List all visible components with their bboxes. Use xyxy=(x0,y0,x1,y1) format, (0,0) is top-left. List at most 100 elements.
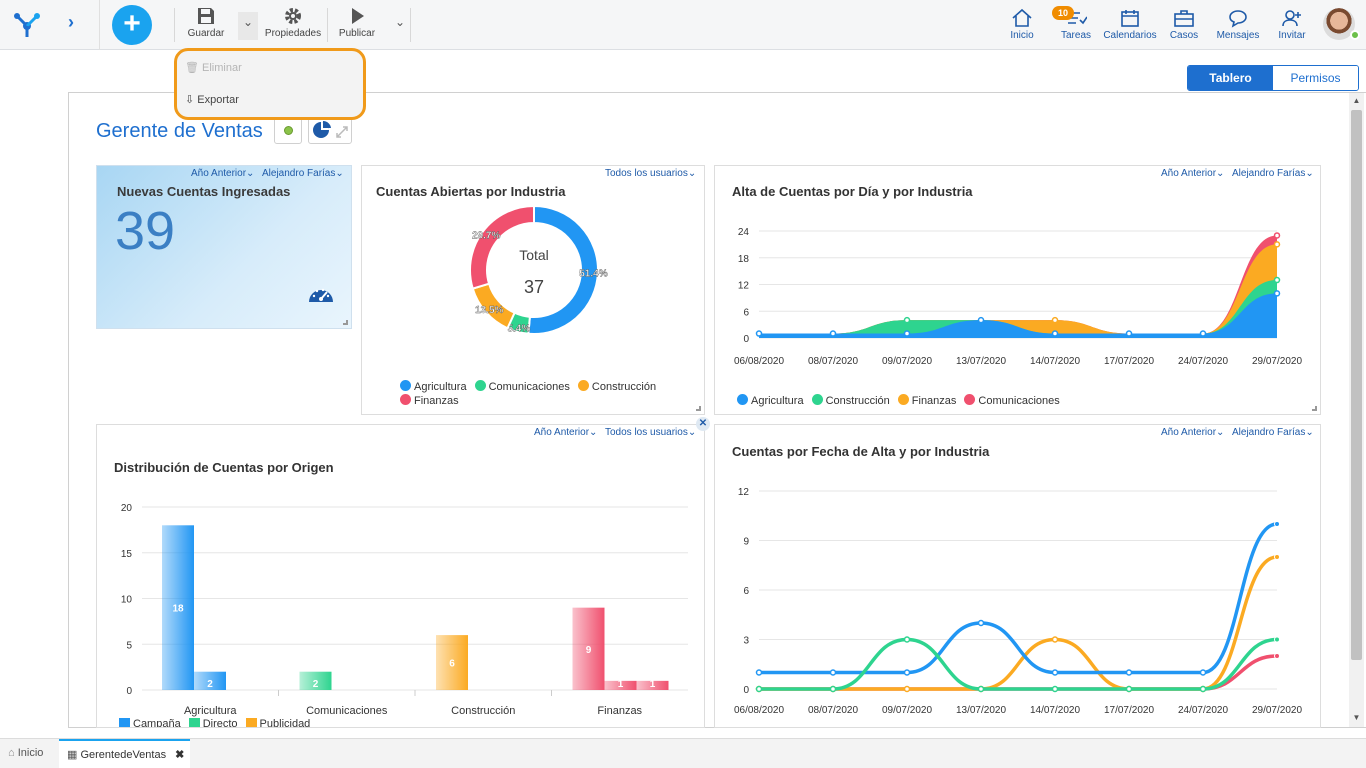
resize-handle[interactable] xyxy=(1312,406,1317,411)
nav-tareas-label: Tareas xyxy=(1060,30,1091,41)
area-point xyxy=(1273,241,1281,248)
legend-item[interactable]: Campaña xyxy=(119,718,181,727)
resize-handle[interactable] xyxy=(696,406,701,411)
expand-menu-chevron-icon[interactable]: › xyxy=(68,12,74,32)
nav-calendarios[interactable]: Calendarios xyxy=(1100,8,1160,41)
legend-marker xyxy=(400,380,411,391)
tab-permisos[interactable]: Permisos xyxy=(1273,66,1358,90)
legend-item[interactable]: Comunicaciones xyxy=(964,394,1060,407)
close-tab-icon[interactable]: ✖ xyxy=(175,749,185,761)
scrollbar-thumb[interactable] xyxy=(1351,110,1362,660)
area-filter-period[interactable]: Año Anterior⌄ xyxy=(1161,168,1225,179)
publish-options-dropdown[interactable]: ⌄ xyxy=(394,15,406,29)
tasks-icon xyxy=(1068,12,1087,25)
area-series-agricultura xyxy=(759,293,1277,338)
bar-panel: Año Anterior⌄ Todos los usuarios⌄ Distri… xyxy=(96,424,705,728)
bar-value-label: 2 xyxy=(313,679,319,690)
menu-item-exportar[interactable]: ⇩ Exportar xyxy=(185,93,239,106)
x-tick-label: 08/07/2020 xyxy=(808,705,858,716)
top-toolbar: › + Guardar ⌄ Propiedades Publicar ⌄ Ini… xyxy=(0,0,1366,50)
kpi-filter-user[interactable]: Alejandro Farías⌄ xyxy=(262,168,344,179)
area-legend: Agricultura Construcción Finanzas Comunicac… xyxy=(737,394,1068,407)
line-point xyxy=(755,685,763,693)
legend-item[interactable]: Construcción xyxy=(811,394,890,407)
user-avatar[interactable] xyxy=(1323,8,1355,40)
donut-panel: Todos los usuarios⌄ Cuentas Abiertas por… xyxy=(361,165,705,415)
tab-gerente-de-ventas[interactable]: ▦ GerentedeVentas ✖ xyxy=(59,739,190,768)
donut-filter-user[interactable]: Todos los usuarios⌄ xyxy=(605,168,697,179)
legend-marker xyxy=(474,380,486,391)
line-filter-period[interactable]: Año Anterior⌄ xyxy=(1161,427,1225,438)
x-tick-label: Comunicaciones xyxy=(306,705,388,717)
legend-item[interactable]: Agricultura xyxy=(737,394,804,407)
legend-item[interactable]: Publicidad xyxy=(245,718,311,728)
view-switch: Tablero Permisos xyxy=(1187,65,1359,91)
line-point xyxy=(829,669,837,676)
area-filter-user[interactable]: Alejandro Farías⌄ xyxy=(1232,168,1314,179)
line-point xyxy=(1051,685,1059,693)
bar-chart: 0 5 10 15 20 Agricultura Comunicaciones Constru… xyxy=(121,503,688,717)
legend-item[interactable]: Comunicaciones xyxy=(474,380,570,394)
publish-button[interactable]: Publicar xyxy=(334,6,380,46)
legend-item[interactable]: Construcción xyxy=(577,380,657,394)
y-tick-label: 12 xyxy=(738,281,750,292)
line-point xyxy=(1199,685,1207,693)
line-point xyxy=(1125,669,1133,676)
legend-label: Construcción xyxy=(825,395,890,407)
menu-item-eliminar[interactable]: 🗑 Eliminar xyxy=(185,61,242,74)
y-tick-label: 9 xyxy=(743,537,749,548)
line-point xyxy=(903,669,911,676)
legend-item[interactable]: Finanzas xyxy=(897,394,956,407)
status-toggle-button[interactable] xyxy=(274,116,302,144)
line-filter-user[interactable]: Alejandro Farías⌄ xyxy=(1232,427,1314,438)
scroll-up-icon[interactable]: ▲ xyxy=(1352,96,1361,105)
chart-type-button[interactable] xyxy=(308,116,352,144)
area-series-finanzas xyxy=(759,244,1277,338)
tab-tablero[interactable]: Tablero xyxy=(1188,66,1273,90)
legend-item[interactable]: Finanzas xyxy=(400,394,459,408)
donut-slice xyxy=(527,204,599,335)
bar-value-label: 18 xyxy=(172,604,184,615)
donut-filter-user-label: Todos los usuarios xyxy=(605,168,688,179)
export-icon: ⇩ xyxy=(185,94,195,106)
legend-label: Construcción xyxy=(591,381,657,393)
legend-label: Agricultura xyxy=(414,381,467,393)
resize-handle[interactable] xyxy=(343,320,348,325)
tasks-count-badge: 10 xyxy=(1052,6,1074,20)
kpi-filter-period[interactable]: Año Anterior⌄ xyxy=(191,168,255,179)
y-tick-label: 18 xyxy=(738,254,750,265)
kpi-title: Nuevas Cuentas Ingresadas xyxy=(117,184,291,199)
kpi-panel: Año Anterior⌄ Alejandro Farías⌄ Nuevas C… xyxy=(96,165,352,329)
y-tick-label: 5 xyxy=(126,640,132,651)
area-point xyxy=(1051,330,1059,337)
x-tick-label: 06/08/2020 xyxy=(734,705,784,716)
y-tick-label: 12 xyxy=(738,487,750,498)
save-options-dropdown[interactable]: ⌄ xyxy=(238,12,258,40)
bar xyxy=(299,671,332,690)
bar-filter-period[interactable]: Año Anterior⌄ xyxy=(534,427,598,438)
bar-filter-user[interactable]: Todos los usuarios⌄ xyxy=(605,427,697,438)
nav-tareas[interactable]: Tareas xyxy=(1046,8,1106,41)
nav-casos[interactable]: Casos xyxy=(1154,8,1214,41)
nav-invitar[interactable]: Invitar xyxy=(1262,8,1322,41)
nav-mensajes[interactable]: Mensajes xyxy=(1208,8,1268,41)
legend-marker xyxy=(964,394,976,405)
x-tick-label: 24/07/2020 xyxy=(1178,705,1228,716)
bar-value-label: 2 xyxy=(207,679,213,690)
close-panel-icon[interactable]: ✕ xyxy=(696,417,710,431)
app-logo-icon[interactable] xyxy=(12,9,42,39)
save-button[interactable]: Guardar xyxy=(182,6,230,46)
nav-invitar-label: Invitar xyxy=(1278,30,1306,41)
nav-inicio[interactable]: Inicio xyxy=(992,8,1052,41)
legend-marker xyxy=(119,718,130,727)
tab-gerente-label: GerentedeVentas xyxy=(80,749,167,761)
legend-label: Publicidad xyxy=(259,718,311,728)
add-button[interactable]: + xyxy=(112,5,152,45)
legend-item[interactable]: Directo xyxy=(188,718,238,727)
scroll-down-icon[interactable]: ▼ xyxy=(1352,713,1361,722)
line-point xyxy=(1274,521,1280,527)
home-icon: ⌂ xyxy=(8,747,15,759)
properties-button[interactable]: Propiedades xyxy=(264,6,322,46)
tab-inicio[interactable]: ⌂ Inicio xyxy=(8,739,60,768)
legend-item[interactable]: Agricultura xyxy=(400,380,467,394)
